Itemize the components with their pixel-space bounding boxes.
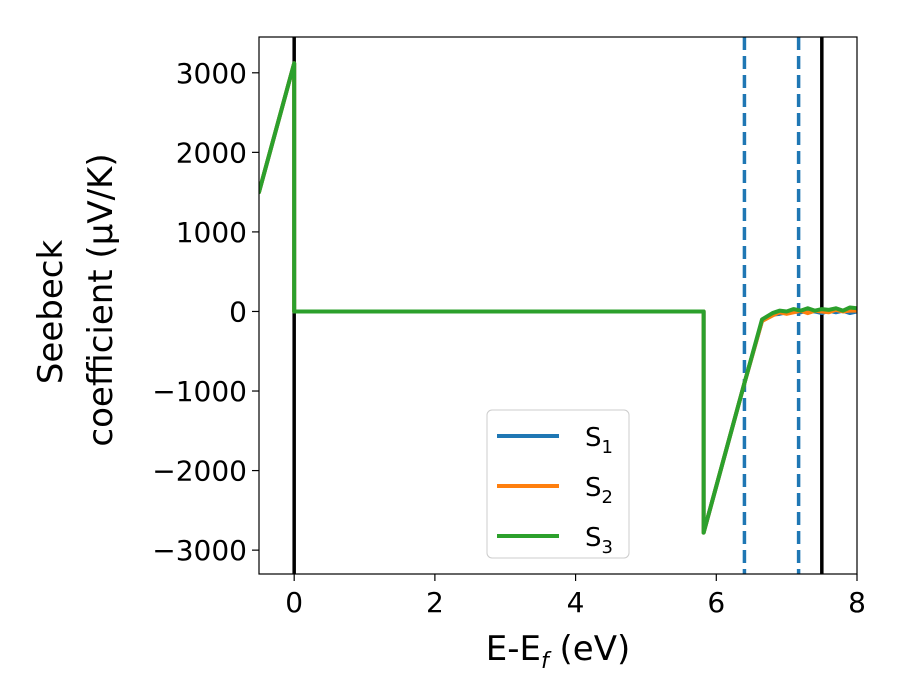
legend-label-s1: S1: [585, 423, 613, 458]
y-tick-label: −3000: [152, 534, 247, 567]
legend: S1 S2 S3: [486, 409, 630, 559]
legend-label-s3: S3: [585, 523, 613, 558]
y-tick-label: 1000: [176, 216, 247, 249]
x-axis-label: E-Ef (eV): [486, 629, 631, 674]
y-tick-label: 3000: [176, 57, 247, 90]
y-axis-label-line2: coefficient (μV/K): [81, 153, 121, 446]
series-line-s3: [259, 61, 857, 535]
y-tick-label: 2000: [176, 136, 247, 169]
y-axis-label-line1: Seebeck: [31, 240, 71, 385]
y-tick-label: 0: [229, 295, 247, 328]
x-tick-label: 8: [848, 586, 866, 619]
axis-ticks: 0 2 4 6 8 −3000 −2000 −1000 0 1000 2000 3000: [152, 57, 866, 619]
x-axis-label-unit: (eV): [549, 629, 631, 669]
y-tick-label: −2000: [152, 455, 247, 488]
x-tick-label: 4: [567, 586, 585, 619]
plot-area: [259, 37, 857, 574]
legend-label-s2: S2: [585, 473, 613, 508]
x-tick-label: 0: [285, 586, 303, 619]
x-axis-label-subscript: f: [541, 649, 552, 674]
plot-frame: [258, 36, 858, 575]
x-tick-label: 2: [426, 586, 444, 619]
x-axis-label-main: E-E: [486, 629, 541, 669]
y-tick-label: −1000: [152, 375, 247, 408]
x-tick-label: 6: [707, 586, 725, 619]
